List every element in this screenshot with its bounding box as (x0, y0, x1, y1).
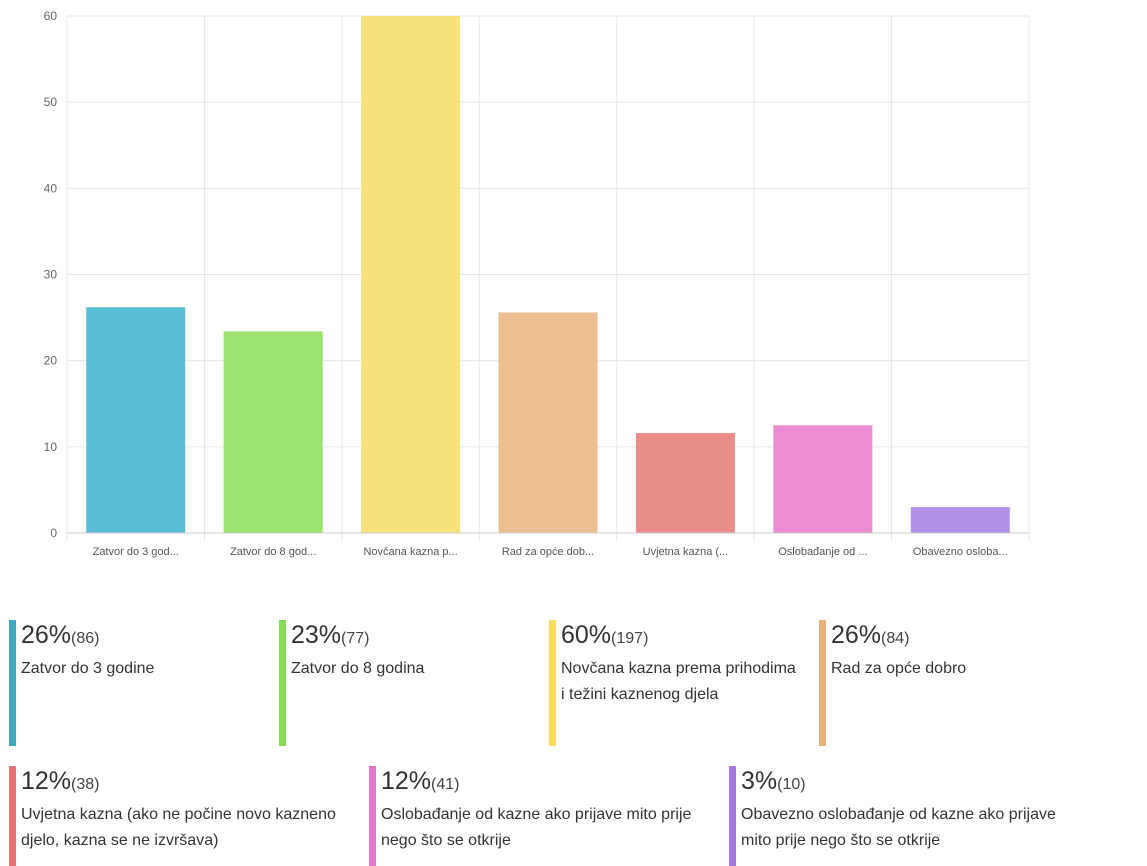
legend-count: (86) (71, 630, 100, 647)
bar-7 (910, 507, 1010, 533)
x-tick-label: Novčana kazna p... (363, 546, 457, 558)
legend-color-bar (9, 620, 16, 746)
x-tick-label: Oslobađanje od ... (778, 546, 867, 558)
legend-count: (84) (881, 630, 910, 647)
legend-label: Oslobađanje od kazne ako prijave mito pr… (381, 806, 692, 849)
legend-count: (38) (71, 776, 100, 793)
legend-percent: 12% (381, 767, 432, 795)
legend-label: Novčana kazna prema prihodima i težini k… (561, 660, 796, 703)
bar-2 (223, 331, 323, 533)
x-tick-label: Zatvor do 8 god... (230, 546, 316, 558)
bar-4 (498, 312, 598, 533)
bar-3 (361, 16, 461, 533)
legend-percent: 12% (21, 767, 72, 795)
legend-color-bar (819, 620, 826, 746)
x-tick-label: Rad za opće dob... (502, 546, 594, 558)
y-tick-label: 0 (50, 526, 57, 540)
x-tick-label: Zatvor do 3 god... (93, 546, 179, 558)
legend-label: Zatvor do 3 godine (21, 660, 155, 677)
legend-percent: 26% (21, 621, 72, 649)
legend-item-uvjetna-kazna: 12%(38) Uvjetna kazna (ako ne počine nov… (9, 766, 349, 866)
x-tick-label: Obavezno osloba... (913, 546, 1008, 558)
legend-label: Uvjetna kazna (ako ne počine novo kaznen… (21, 806, 336, 849)
y-tick-label: 60 (44, 9, 58, 23)
legend-color-bar (369, 766, 376, 866)
legend-item-zatvor-8: 23%(77) Zatvor do 8 godina (279, 620, 529, 746)
legend-item-obavezno-oslobadanje: 3%(10) Obavezno oslobađanje od kazne ako… (729, 766, 1069, 866)
legend-item-novcana-kazna: 60%(197) Novčana kazna prema prihodima i… (549, 620, 799, 746)
bar-5 (635, 433, 735, 533)
legend-count: (10) (777, 776, 806, 793)
bar-6 (773, 425, 873, 533)
legend-item-rad-za-opce-dobro: 26%(84) Rad za opće dobro (819, 620, 1069, 746)
legend-item-zatvor-3: 26%(86) Zatvor do 3 godine (9, 620, 259, 746)
legend-percent: 26% (831, 621, 882, 649)
y-tick-label: 50 (44, 95, 58, 109)
legend-color-bar (729, 766, 736, 866)
legend-color-bar (279, 620, 286, 746)
y-tick-label: 10 (44, 440, 58, 454)
legend-count: (41) (431, 776, 460, 793)
legend-count: (77) (341, 630, 370, 647)
legend-count: (197) (611, 630, 649, 647)
legend-label: Rad za opće dobro (831, 660, 967, 677)
y-tick-label: 30 (44, 268, 58, 282)
legend-color-bar (9, 766, 16, 866)
bar-1 (86, 307, 186, 533)
bar-chart: 0 10 20 30 40 50 60 Zatvor do 3 god... Zatvor do… (44, 9, 1030, 558)
y-tick-label: 20 (44, 354, 58, 368)
y-tick-label: 40 (44, 181, 58, 195)
x-tick-label: Uvjetna kazna (... (643, 546, 729, 558)
legend-label: Zatvor do 8 godina (291, 660, 425, 677)
legend-percent: 60% (561, 621, 612, 649)
legend-color-bar (549, 620, 556, 746)
legend-item-oslobadanje: 12%(41) Oslobađanje od kazne ako prijave… (369, 766, 709, 866)
legend-label: Obavezno oslobađanje od kazne ako prijav… (741, 806, 1056, 849)
legend-percent: 3% (741, 767, 778, 795)
legend-percent: 23% (291, 621, 342, 649)
